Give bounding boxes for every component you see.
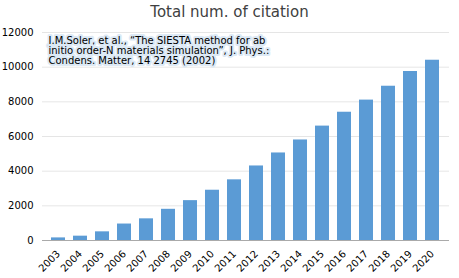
svg-text:2006: 2006 [102,248,128,274]
svg-text:2019: 2019 [388,248,414,274]
svg-text:8000: 8000 [8,96,33,107]
svg-text:0: 0 [27,235,33,246]
svg-text:2008: 2008 [146,248,172,274]
svg-text:2005: 2005 [80,248,106,274]
svg-text:2011: 2011 [212,248,238,274]
svg-text:2016: 2016 [322,248,348,274]
svg-text:10000: 10000 [2,61,34,72]
svg-text:2004: 2004 [58,248,84,274]
svg-text:2000: 2000 [8,200,33,211]
svg-text:4000: 4000 [8,165,33,176]
svg-text:J.M.Soler, et al., “The SIESTA: J.M.Soler, et al., “The SIESTA method fo… [48,35,270,66]
svg-text:2007: 2007 [124,248,150,274]
svg-text:2020: 2020 [410,248,436,274]
svg-text:2012: 2012 [234,248,260,274]
svg-text:2013: 2013 [256,248,282,274]
svg-text:2014: 2014 [278,248,304,274]
svg-text:2018: 2018 [366,248,392,274]
svg-text:2017: 2017 [344,248,370,274]
svg-text:12000: 12000 [2,27,34,38]
svg-text:2015: 2015 [300,248,326,274]
svg-text:2010: 2010 [190,248,216,274]
svg-text:2003: 2003 [36,248,62,274]
svg-text:2009: 2009 [168,248,194,274]
svg-text:6000: 6000 [8,131,33,142]
html-text:Total num. of citation: Total num. of citation [150,3,309,21]
